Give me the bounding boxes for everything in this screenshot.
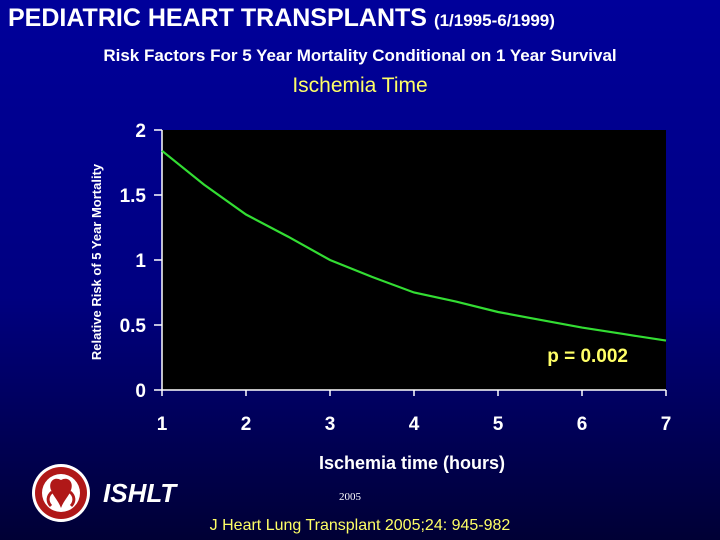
x-tick-label: 2 (241, 414, 252, 435)
title-period: (1/1995-6/1999) (433, 11, 555, 30)
x-tick-label: 4 (409, 414, 420, 435)
y-tick-label: 1 (135, 251, 146, 272)
organization-name: ISHLT (103, 478, 177, 508)
x-tick-label: 6 (577, 414, 588, 435)
p-value-annotation: p = 0.002 (547, 346, 628, 367)
year-label: 2005 (339, 491, 361, 503)
y-tick-label: 1.5 (120, 186, 147, 207)
title-main: PEDIATRIC HEART TRANSPLANTS (8, 4, 427, 32)
chart-title: Ischemia Time (292, 74, 428, 97)
plot-area (162, 130, 666, 390)
x-tick-label: 5 (493, 414, 504, 435)
y-tick-label: 0.5 (120, 316, 147, 337)
x-tick-label: 1 (157, 414, 168, 435)
y-axis-label: Relative Risk of 5 Year Mortality (89, 163, 104, 360)
citation: J Heart Lung Transplant 2005;24: 945-982 (209, 517, 511, 534)
x-tick-label: 3 (325, 414, 336, 435)
x-axis-label: Ischemia time (hours) (319, 453, 505, 473)
page-title: PEDIATRIC HEART TRANSPLANTS (1/1995-6/19… (8, 4, 555, 33)
y-tick-label: 0 (135, 381, 146, 402)
page-subtitle: Risk Factors For 5 Year Mortality Condit… (103, 46, 617, 65)
ishlt-logo-icon (32, 464, 90, 522)
series-line (161, 149, 667, 342)
y-tick-label: 2 (135, 121, 146, 142)
x-tick-label: 7 (661, 414, 672, 435)
